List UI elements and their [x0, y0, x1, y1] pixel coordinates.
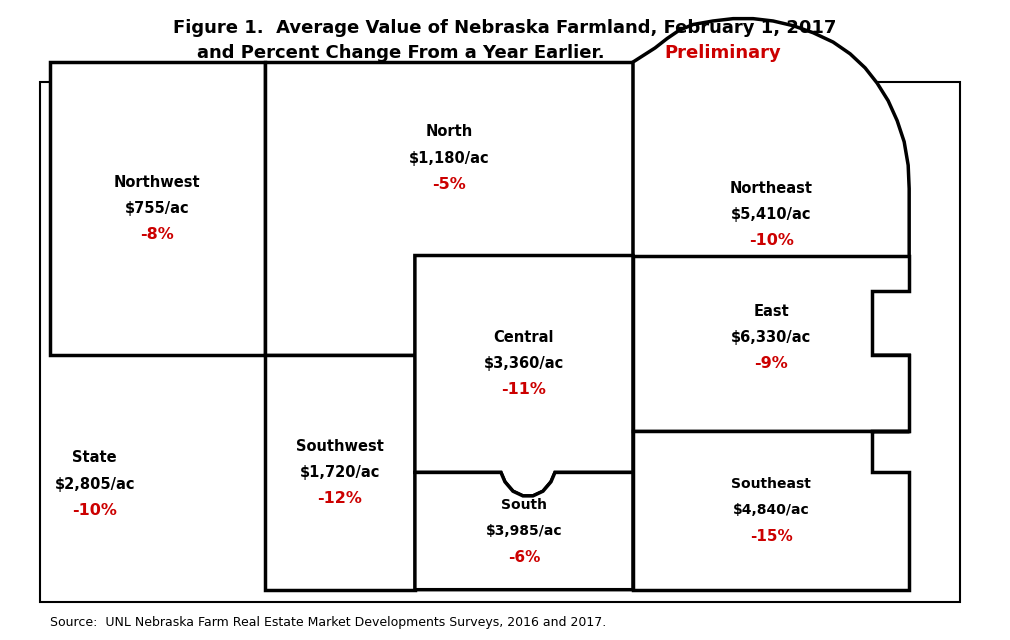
Text: $4,840/ac: $4,840/ac: [732, 503, 809, 517]
Text: Central: Central: [494, 330, 554, 344]
Text: State: State: [73, 451, 117, 465]
Text: Southeast: Southeast: [731, 477, 811, 491]
Polygon shape: [633, 19, 909, 431]
Text: Southwest: Southwest: [296, 438, 384, 454]
Text: and Percent Change From a Year Earlier.: and Percent Change From a Year Earlier.: [197, 44, 605, 63]
Text: North: North: [425, 124, 473, 140]
Text: -9%: -9%: [754, 356, 788, 371]
Polygon shape: [415, 472, 633, 589]
Text: $5,410/ac: $5,410/ac: [731, 207, 811, 222]
Bar: [39, 82, 961, 602]
Polygon shape: [49, 62, 265, 355]
Text: -8%: -8%: [139, 227, 174, 243]
Text: $3,985/ac: $3,985/ac: [486, 524, 563, 538]
Polygon shape: [265, 62, 633, 355]
Text: -5%: -5%: [432, 177, 466, 192]
Text: Northwest: Northwest: [113, 175, 200, 190]
Text: -15%: -15%: [749, 529, 793, 544]
Text: Figure 1.  Average Value of Nebraska Farmland, February 1, 2017: Figure 1. Average Value of Nebraska Farm…: [174, 19, 836, 37]
Text: $1,720/ac: $1,720/ac: [300, 465, 380, 480]
Polygon shape: [633, 431, 909, 589]
Text: $3,360/ac: $3,360/ac: [484, 356, 564, 371]
Text: -10%: -10%: [748, 234, 794, 248]
Text: $2,805/ac: $2,805/ac: [55, 477, 135, 492]
Text: -12%: -12%: [317, 492, 363, 506]
Polygon shape: [415, 255, 633, 496]
Text: -6%: -6%: [508, 550, 540, 565]
Text: Northeast: Northeast: [729, 180, 813, 196]
Text: $6,330/ac: $6,330/ac: [731, 330, 811, 345]
Text: -11%: -11%: [502, 382, 546, 397]
Text: South: South: [501, 498, 547, 512]
Text: -10%: -10%: [73, 503, 117, 518]
Text: Source:  UNL Nebraska Farm Real Estate Market Developments Surveys, 2016 and 201: Source: UNL Nebraska Farm Real Estate Ma…: [49, 616, 606, 629]
Text: Preliminary: Preliminary: [665, 44, 781, 63]
Text: $755/ac: $755/ac: [124, 201, 189, 216]
Polygon shape: [265, 355, 415, 589]
Text: East: East: [753, 304, 789, 319]
Polygon shape: [633, 255, 909, 431]
Text: $1,180/ac: $1,180/ac: [409, 150, 489, 166]
